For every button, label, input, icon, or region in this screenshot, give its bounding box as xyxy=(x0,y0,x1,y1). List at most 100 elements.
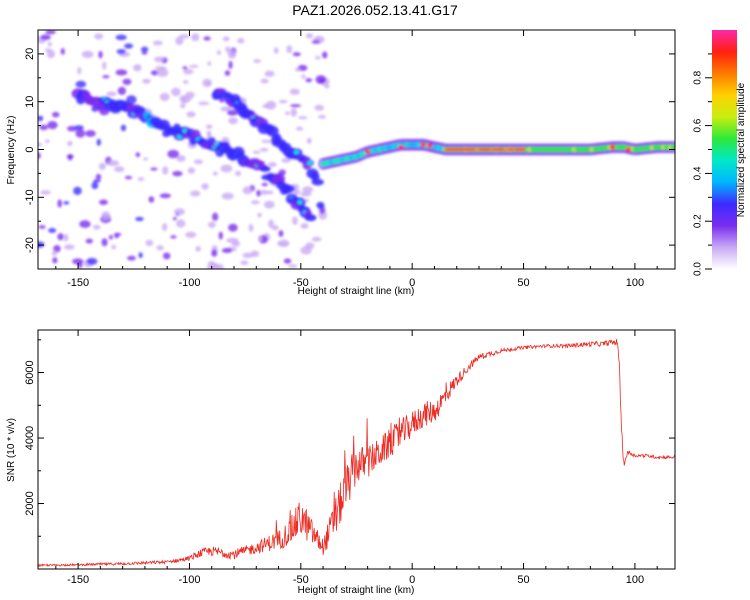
noise-blob xyxy=(322,51,328,59)
noise-blob xyxy=(265,190,274,195)
noise-blob xyxy=(293,188,301,196)
noise-blob xyxy=(291,216,298,225)
noise-blob xyxy=(102,75,110,79)
noise-blob xyxy=(305,33,314,39)
noise-blob xyxy=(248,223,254,232)
noise-blob xyxy=(93,179,101,183)
track-blob xyxy=(133,106,146,115)
noise-blob xyxy=(45,139,50,144)
ridge-core xyxy=(672,144,675,150)
noise-blob xyxy=(284,111,291,116)
noise-blob xyxy=(261,139,272,143)
noise-blob xyxy=(221,192,234,200)
noise-blob xyxy=(283,258,292,264)
noise-blob xyxy=(72,258,84,265)
noise-blob xyxy=(172,170,183,177)
noise-blob xyxy=(156,68,169,77)
noise-blob xyxy=(40,190,51,195)
noise-blob xyxy=(183,80,189,84)
noise-blob xyxy=(286,45,293,54)
noise-blob xyxy=(74,125,84,130)
noise-blob xyxy=(135,216,144,222)
ridge-peak xyxy=(427,143,433,148)
snr-x-tick-label: -100 xyxy=(178,574,200,586)
noise-blob xyxy=(295,126,304,131)
noise-blob xyxy=(167,149,180,159)
noise-blob xyxy=(57,233,64,241)
track-blob xyxy=(304,214,317,222)
track-blob xyxy=(311,178,324,186)
spectrogram-x-axis-label: Height of straight line (km) xyxy=(298,286,415,297)
noise-blob xyxy=(190,190,201,197)
snr-panel: -150 -100 -50 0 50 100 2000 4000 6000 Height of … xyxy=(6,329,676,596)
noise-blob xyxy=(137,177,145,181)
y-tick-label: 0 xyxy=(24,146,36,152)
noise-blob xyxy=(267,162,277,167)
noise-blob xyxy=(116,49,126,55)
noise-blob xyxy=(150,70,159,76)
noise-blob xyxy=(281,158,291,163)
noise-blob xyxy=(174,208,185,216)
track-peak xyxy=(307,160,313,165)
snr-x-tick-label: -150 xyxy=(67,574,89,586)
noise-blob xyxy=(148,196,155,203)
noise-blob xyxy=(150,167,158,171)
track-peak xyxy=(297,200,303,205)
noise-blob xyxy=(211,249,218,257)
noise-blob xyxy=(289,88,300,95)
noise-blob xyxy=(102,61,107,70)
ridge-peak xyxy=(420,142,427,147)
x-tick-label: -150 xyxy=(67,277,89,289)
noise-blob xyxy=(60,47,65,55)
noise-blob xyxy=(186,111,196,118)
noise-blob xyxy=(227,109,239,116)
noise-blob xyxy=(262,103,271,109)
noise-blob xyxy=(91,181,99,190)
noise-blob xyxy=(318,114,327,119)
noise-blob xyxy=(187,167,196,174)
snr-y-tick-label: 4000 xyxy=(24,426,36,450)
noise-blob xyxy=(176,219,186,228)
noise-blob xyxy=(189,64,199,68)
noise-blob xyxy=(305,78,313,83)
noise-blob xyxy=(263,200,275,209)
noise-blob xyxy=(227,49,237,59)
noise-blob xyxy=(292,52,301,57)
noise-blob xyxy=(171,87,181,97)
noise-blob xyxy=(107,160,119,167)
noise-blob xyxy=(98,162,107,171)
noise-blob xyxy=(300,246,312,255)
noise-blob xyxy=(242,186,253,195)
noise-blob xyxy=(220,106,231,112)
noise-blob xyxy=(277,239,290,248)
noise-blob xyxy=(52,257,58,264)
noise-blob xyxy=(94,33,104,40)
noise-blob xyxy=(143,157,148,161)
noise-blob xyxy=(268,219,274,229)
noise-blob xyxy=(142,78,151,84)
colorbar-tick-label: 0.8 xyxy=(693,70,704,84)
noise-blob xyxy=(63,233,69,242)
noise-blob xyxy=(191,33,200,42)
track-blob xyxy=(316,201,325,209)
track-blob xyxy=(266,125,279,137)
noise-blob xyxy=(47,41,52,47)
noise-blob xyxy=(264,70,275,77)
ridge-peak xyxy=(398,145,405,150)
noise-blob xyxy=(228,223,238,232)
noise-blob xyxy=(114,166,125,173)
noise-blob xyxy=(201,183,209,190)
colorbar-tick-label: 0.6 xyxy=(693,118,704,132)
noise-blob xyxy=(101,238,108,247)
noise-blob xyxy=(124,175,133,180)
noise-blob xyxy=(67,154,73,161)
noise-blob xyxy=(48,227,57,233)
noise-blob xyxy=(113,232,122,236)
noise-blob xyxy=(96,138,102,146)
noise-blob xyxy=(221,248,233,253)
track-peak xyxy=(293,150,299,155)
noise-blob xyxy=(38,142,43,147)
noise-blob xyxy=(300,223,309,229)
noise-blob xyxy=(106,91,117,97)
noise-blob xyxy=(162,166,169,175)
